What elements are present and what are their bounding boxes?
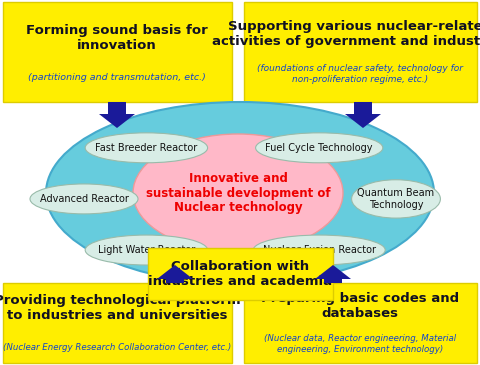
- Text: (foundations of nuclear safety, technology for
non-proliferation regime, etc.): (foundations of nuclear safety, technolo…: [257, 64, 463, 84]
- Text: (Nuclear data, Reactor engineering, Material
engineering, Environment technology: (Nuclear data, Reactor engineering, Mate…: [264, 334, 456, 354]
- FancyBboxPatch shape: [244, 2, 477, 102]
- Text: Light Water Reactor: Light Water Reactor: [98, 245, 195, 255]
- Text: Collaboration with
industries and academia: Collaboration with industries and academ…: [148, 260, 333, 288]
- Text: (Nuclear Energy Research Collaboration Center, etc.): (Nuclear Energy Research Collaboration C…: [3, 343, 231, 353]
- Ellipse shape: [46, 102, 434, 284]
- Text: (partitioning and transmutation, etc.): (partitioning and transmutation, etc.): [28, 73, 206, 82]
- Ellipse shape: [133, 134, 343, 252]
- Ellipse shape: [85, 235, 208, 265]
- Text: Nuclear Fusion Reactor: Nuclear Fusion Reactor: [263, 245, 376, 255]
- FancyBboxPatch shape: [3, 2, 232, 102]
- Text: Supporting various nuclear-related
activities of government and industries: Supporting various nuclear-related activ…: [212, 20, 480, 48]
- Text: Preparing basic codes and
databases: Preparing basic codes and databases: [261, 292, 459, 320]
- Polygon shape: [99, 102, 135, 128]
- Polygon shape: [157, 265, 193, 283]
- FancyBboxPatch shape: [244, 283, 477, 363]
- Text: Providing technological platform
to industries and universities: Providing technological platform to indu…: [0, 294, 240, 322]
- FancyBboxPatch shape: [3, 283, 232, 363]
- Ellipse shape: [30, 184, 138, 214]
- Text: Advanced Reactor: Advanced Reactor: [39, 194, 129, 204]
- Ellipse shape: [256, 133, 383, 163]
- FancyBboxPatch shape: [148, 248, 333, 300]
- Text: Quantum Beam
Technology: Quantum Beam Technology: [358, 188, 434, 210]
- Polygon shape: [315, 265, 351, 283]
- Polygon shape: [345, 102, 381, 128]
- Text: Innovative and
sustainable development of
Nuclear technology: Innovative and sustainable development o…: [146, 172, 330, 215]
- Ellipse shape: [253, 235, 385, 265]
- Text: Fuel Cycle Technology: Fuel Cycle Technology: [265, 143, 373, 153]
- Text: Forming sound basis for
innovation: Forming sound basis for innovation: [26, 24, 208, 52]
- Ellipse shape: [85, 133, 208, 163]
- Text: Fast Breeder Reactor: Fast Breeder Reactor: [95, 143, 198, 153]
- Ellipse shape: [351, 180, 441, 218]
